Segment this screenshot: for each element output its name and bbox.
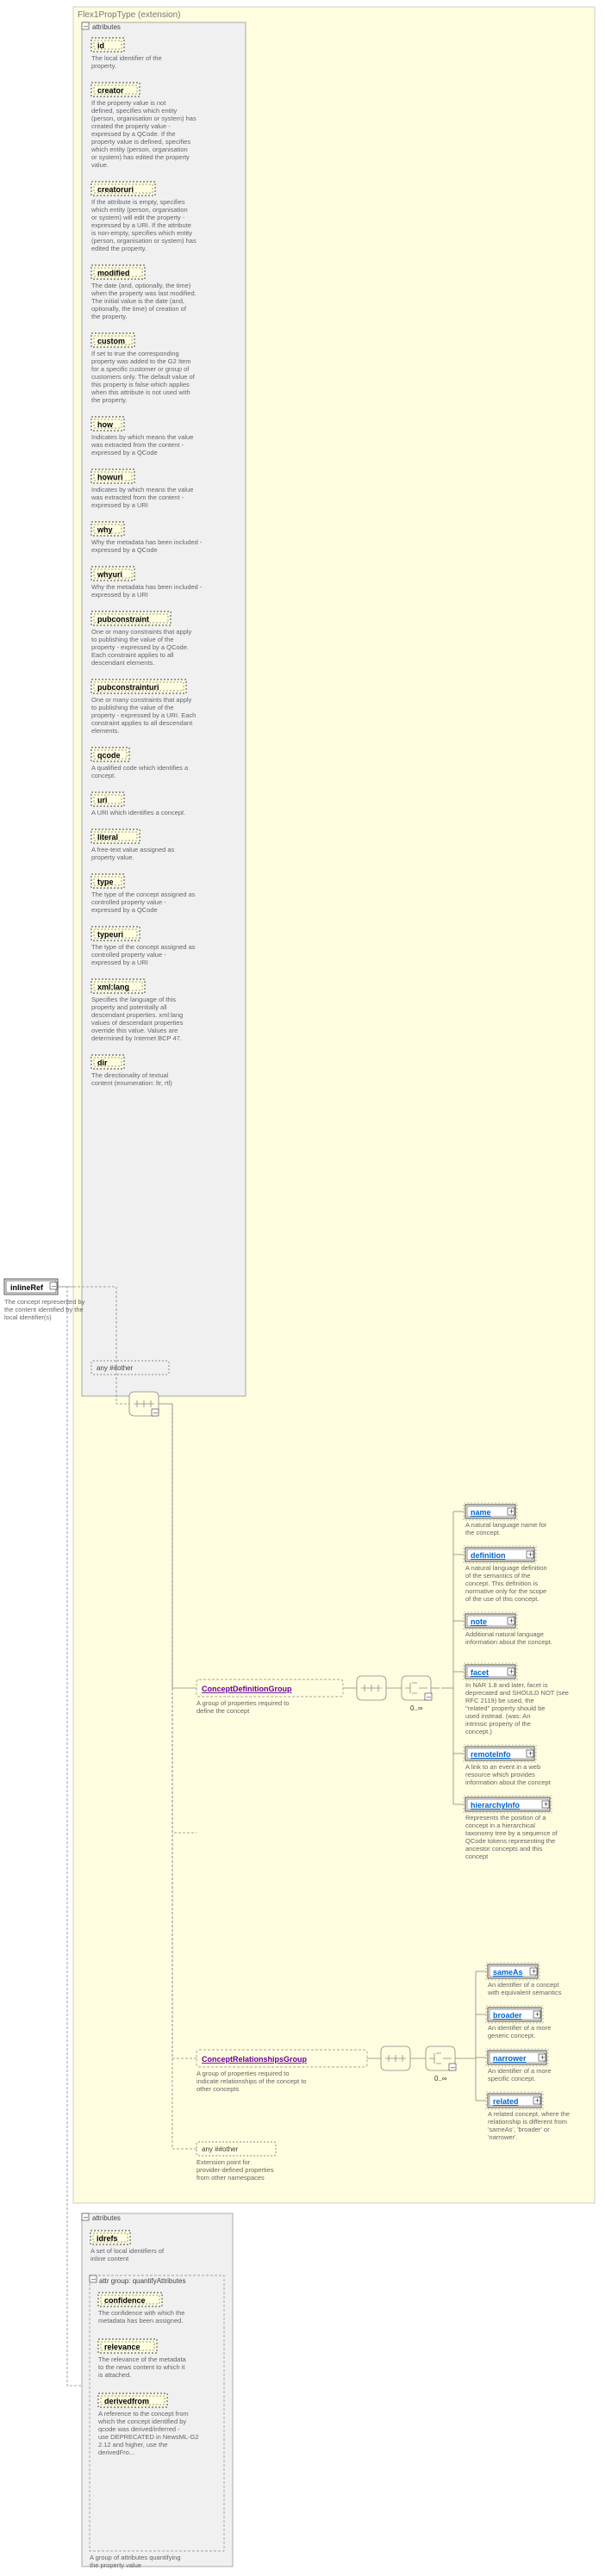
- attr-uri: [91, 792, 124, 806]
- svg-text:definition: definition: [471, 1551, 506, 1560]
- svg-text:+: +: [509, 1507, 514, 1516]
- svg-text:idrefs: idrefs: [97, 2234, 118, 2243]
- svg-text:–: –: [84, 2213, 88, 2221]
- svg-text:The confidence with which them: The confidence with which themetadata ha…: [98, 2309, 184, 2325]
- svg-text:If set to true the correspondi: If set to true the correspondingproperty…: [90, 350, 196, 404]
- attr-label: how: [97, 420, 114, 429]
- svg-text:related: related: [493, 2097, 519, 2106]
- root-label: inlineRef: [10, 1283, 44, 1292]
- svg-text:narrower: narrower: [493, 2054, 527, 2063]
- svg-text:broader: broader: [493, 2011, 522, 2020]
- svg-text:derivedfrom: derivedfrom: [104, 2397, 149, 2405]
- svg-text:–: –: [427, 1692, 431, 1701]
- attr-label: creator: [97, 86, 124, 95]
- svg-text:any ##other: any ##other: [97, 1364, 134, 1372]
- attr-header: attributes: [92, 23, 121, 31]
- svg-text:A URI which identifies a conce: A URI which identifies a concept.: [91, 809, 185, 816]
- svg-text:If the attribute is empty, spe: If the attribute is empty, specifieswhic…: [90, 198, 196, 252]
- attr-label: pubconstrainturi: [97, 683, 159, 692]
- group-label: ConceptDefinitionGroup: [202, 1685, 292, 1693]
- attr-label: id: [97, 41, 104, 50]
- svg-text:attr group: quantifyAttributes: attr group: quantifyAttributes: [99, 2277, 186, 2285]
- attr-label: creatoruri: [97, 185, 134, 194]
- svg-text:–: –: [91, 2275, 96, 2283]
- svg-text:An identifier of a conceptwith: An identifier of a conceptwith equivalen…: [487, 1981, 562, 1996]
- sequence-compositor: –: [129, 1392, 159, 1417]
- cardinal: 0..∞: [434, 2075, 447, 2083]
- attr-label: xml:lang: [97, 983, 129, 991]
- attr-label: modified: [97, 269, 130, 277]
- svg-text:relevance: relevance: [104, 2343, 140, 2351]
- root-element: inlineRef – The concept represented byth…: [4, 1279, 85, 1321]
- attr-label: qcode: [97, 751, 121, 760]
- svg-text:note: note: [471, 1617, 487, 1626]
- attr-label: uri: [97, 796, 108, 804]
- extension-header: Flex1PropType (extension): [78, 10, 181, 20]
- attr-label: why: [97, 525, 113, 534]
- svg-text:facet: facet: [471, 1668, 489, 1677]
- attr-label: custom: [97, 337, 125, 345]
- svg-text:remoteInfo: remoteInfo: [471, 1750, 511, 1759]
- svg-text:+: +: [509, 1617, 514, 1625]
- svg-text:hierarchyInfo: hierarchyInfo: [471, 1801, 521, 1809]
- attr-label: howuri: [97, 473, 123, 481]
- svg-text:–: –: [153, 1408, 158, 1417]
- attr-label: dir: [97, 1058, 108, 1067]
- svg-text:+: +: [535, 2010, 540, 2019]
- svg-text:A natural language definitiono: A natural language definitionof the sema…: [465, 1564, 547, 1603]
- bottom-attr-header: attributes: [92, 2214, 121, 2222]
- svg-text:The directionality of textualc: The directionality of textualcontent (en…: [91, 1071, 172, 1087]
- svg-text:–: –: [84, 22, 88, 30]
- attr-id: [91, 38, 124, 52]
- cardinal: 0..∞: [410, 1704, 423, 1712]
- svg-text:+: +: [535, 2096, 540, 2105]
- attr-label: whyuri: [97, 570, 122, 579]
- svg-text:any ##other: any ##other: [202, 2145, 239, 2153]
- svg-text:–: –: [451, 2063, 455, 2071]
- attr-label: type: [97, 878, 114, 886]
- svg-text:+: +: [540, 2053, 545, 2062]
- svg-text:+: +: [528, 1550, 533, 1559]
- svg-text:+: +: [509, 1667, 514, 1676]
- attr-label: pubconstraint: [97, 615, 149, 624]
- svg-text:Specifies the language of this: Specifies the language of thisproperty a…: [91, 996, 184, 1042]
- attr-label: typeuri: [97, 930, 123, 939]
- svg-text:–: –: [52, 1282, 56, 1290]
- svg-text:+: +: [528, 1749, 533, 1758]
- svg-text:sameAs: sameAs: [493, 1968, 523, 1977]
- attr-dir: [91, 1055, 124, 1069]
- svg-text:+: +: [544, 1800, 548, 1809]
- svg-text:Additional natural languageinf: Additional natural languageinformation a…: [465, 1630, 552, 1646]
- group-label: ConceptRelationshipsGroup: [202, 2055, 308, 2064]
- svg-text:name: name: [471, 1508, 491, 1517]
- svg-text:+: +: [532, 1967, 536, 1976]
- root-desc: The concept represented bythe content id…: [4, 1298, 85, 1321]
- attr-label: literal: [97, 833, 118, 841]
- svg-text:confidence: confidence: [104, 2296, 146, 2305]
